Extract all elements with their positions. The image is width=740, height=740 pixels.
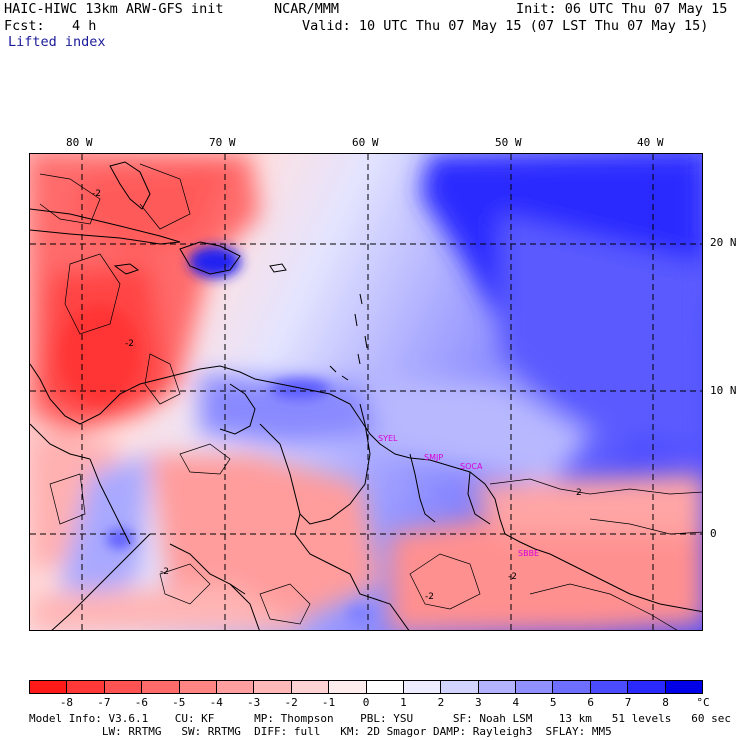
- colorbar-swatch: [329, 681, 367, 693]
- coastlines: [30, 161, 702, 630]
- lon-label-80w: 80 W: [66, 136, 93, 149]
- colorbar-swatch: [590, 681, 629, 693]
- colorbar-label: 8: [662, 696, 669, 709]
- colorbar-label: 2: [437, 696, 445, 709]
- init-time: Init: 06 UTC Thu 07 May 15: [516, 1, 728, 17]
- colorbar-swatch: [291, 681, 330, 693]
- colorbar-swatch: [441, 681, 479, 693]
- lifted-index-map: -2 -2 -2 -2 -2 2 SYEL SMJP SOCA SBBE: [30, 154, 702, 630]
- colorbar-label: -2: [284, 696, 298, 709]
- model-title: HAIC-HIWC 13km ARW-GFS init: [4, 1, 224, 17]
- contour-label: -2: [125, 339, 134, 349]
- colorbar-swatch: [254, 681, 292, 693]
- contour-label: -2: [160, 567, 169, 577]
- field-name: Lifted index: [8, 34, 106, 50]
- colorbar-swatch: [104, 681, 143, 693]
- lon-label-50w: 50 W: [495, 136, 522, 149]
- lon-label-70w: 70 W: [209, 136, 236, 149]
- colorbar-swatch: [516, 681, 554, 693]
- colorbar-label: 3: [475, 696, 482, 709]
- contour-label-group: -2 -2 -2 -2 -2 2: [92, 189, 582, 602]
- colorbar-swatch: [403, 681, 442, 693]
- lat-lon-grid: [30, 154, 702, 630]
- colorbar-swatch: [366, 681, 404, 693]
- station-smjp: SMJP: [424, 453, 443, 462]
- org-label: NCAR/MMM: [274, 1, 340, 17]
- station-soca: SOCA: [460, 462, 483, 471]
- lat-label-20n: 20 N: [710, 236, 737, 249]
- map-panel: -2 -2 -2 -2 -2 2 SYEL SMJP SOCA SBBE: [29, 153, 703, 631]
- colorbar-label: 0: [362, 696, 370, 709]
- lon-label-60w: 60 W: [352, 136, 379, 149]
- contour-label: -2: [425, 592, 434, 602]
- colorbar: [29, 680, 703, 694]
- colorbar-swatch: [628, 681, 666, 693]
- contour-lines: [39, 163, 702, 630]
- contour-label: -2: [92, 189, 101, 199]
- forecast-hour: 4 h: [72, 18, 97, 34]
- colorbar-label: -6: [134, 696, 148, 709]
- lon-label-40w: 40 W: [637, 136, 664, 149]
- colorbar-swatch: [665, 681, 703, 693]
- colorbar-label: -3: [247, 696, 261, 709]
- colorbar-swatch: [142, 681, 180, 693]
- colorbar-swatch: [553, 681, 591, 693]
- station-sbbe: SBBE: [518, 549, 539, 558]
- colorbar-label: 7: [624, 696, 632, 709]
- colorbar-swatch: [216, 681, 255, 693]
- colorbar-label: -4: [209, 696, 223, 709]
- model-info-line2: LW: RRTMG SW: RRTMG DIFF: full KM: 2D Sm…: [29, 725, 612, 738]
- colorbar-label: -1: [321, 696, 336, 709]
- station-syel: SYEL: [378, 434, 398, 443]
- lat-label-eq: 0: [710, 527, 717, 540]
- valid-time: Valid: 10 UTC Thu 07 May 15 (07 LST Thu …: [302, 18, 709, 34]
- contour-label: 2: [576, 488, 582, 498]
- colorbar-label: -7: [97, 696, 111, 709]
- field-cores: [60, 246, 374, 622]
- colorbar-label: 4: [512, 696, 520, 709]
- colorbar-swatch: [179, 681, 217, 693]
- colorbar-label: 5: [549, 696, 557, 709]
- colorbar-unit: °C: [696, 696, 710, 709]
- colorbar-swatch: [67, 681, 105, 693]
- station-markers: SYEL SMJP SOCA SBBE: [378, 434, 539, 558]
- colorbar-swatch: [478, 681, 517, 693]
- contour-label: -2: [508, 572, 517, 582]
- colorbar-label: 1: [400, 696, 407, 709]
- lat-label-10n: 10 N: [710, 384, 737, 397]
- model-info-line1: Model Info: V3.6.1 CU: KF MP: Thompson P…: [29, 712, 731, 725]
- colorbar-label: 6: [587, 696, 594, 709]
- colorbar-label: -5: [172, 696, 186, 709]
- forecast-label: Fcst:: [4, 18, 45, 34]
- colorbar-label: -8: [59, 696, 74, 709]
- colorbar-swatch: [30, 681, 68, 693]
